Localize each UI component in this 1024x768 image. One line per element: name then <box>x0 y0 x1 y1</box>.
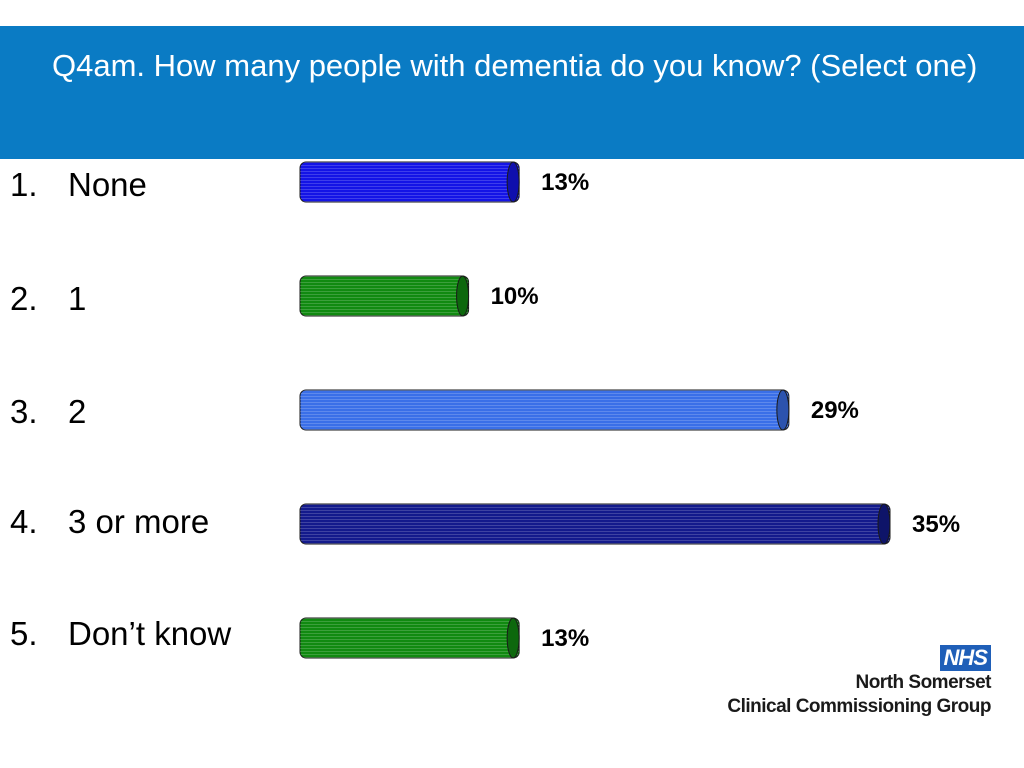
category-label: 2. 1 <box>10 280 86 318</box>
org-name-line1: North Somerset <box>855 672 991 693</box>
bar-texture <box>300 276 469 316</box>
category-text: 1 <box>68 280 87 317</box>
value-label: 13% <box>541 625 589 652</box>
category-text: 3 or more <box>68 503 210 540</box>
bar-texture <box>300 504 890 544</box>
value-label: 10% <box>491 283 539 310</box>
value-label: 13% <box>541 169 589 196</box>
chart-title: Q4am. How many people with dementia do y… <box>52 48 978 83</box>
category-label: 3. 2 <box>10 393 86 431</box>
category-number: 2. <box>10 280 38 317</box>
bar: 35% <box>299 503 960 545</box>
bar-texture <box>300 390 789 430</box>
category-text: Don’t know <box>68 615 232 652</box>
title-banner: Q4am. How many people with dementia do y… <box>0 26 1024 159</box>
bar: 29% <box>299 389 859 431</box>
category-number: 4. <box>10 503 38 540</box>
category-label: 1. None <box>10 166 147 204</box>
category-label: 5. Don’t know <box>10 615 231 653</box>
bar-end-cap <box>877 503 891 545</box>
bar-end-cap <box>506 617 520 659</box>
bar-end-cap <box>456 275 470 317</box>
bar: 13% <box>299 161 589 203</box>
category-number: 1. <box>10 166 38 203</box>
org-name-line2: Clinical Commissioning Group <box>727 696 991 717</box>
bar-end-cap <box>506 161 520 203</box>
nhs-logo: NHS North Somerset Clinical Commissionin… <box>727 645 991 719</box>
bar: 13% <box>299 617 589 659</box>
category-label: 4. 3 or more <box>10 503 209 541</box>
nhs-badge: NHS <box>939 645 991 671</box>
category-number: 5. <box>10 615 38 652</box>
bar-texture <box>300 162 520 202</box>
bar: 10% <box>299 275 539 317</box>
bar-texture <box>300 618 520 658</box>
category-number: 3. <box>10 393 38 430</box>
bar-end-cap <box>776 389 790 431</box>
category-text: None <box>68 166 147 203</box>
value-label: 35% <box>912 511 960 538</box>
category-text: 2 <box>68 393 87 430</box>
value-label: 29% <box>811 397 859 424</box>
